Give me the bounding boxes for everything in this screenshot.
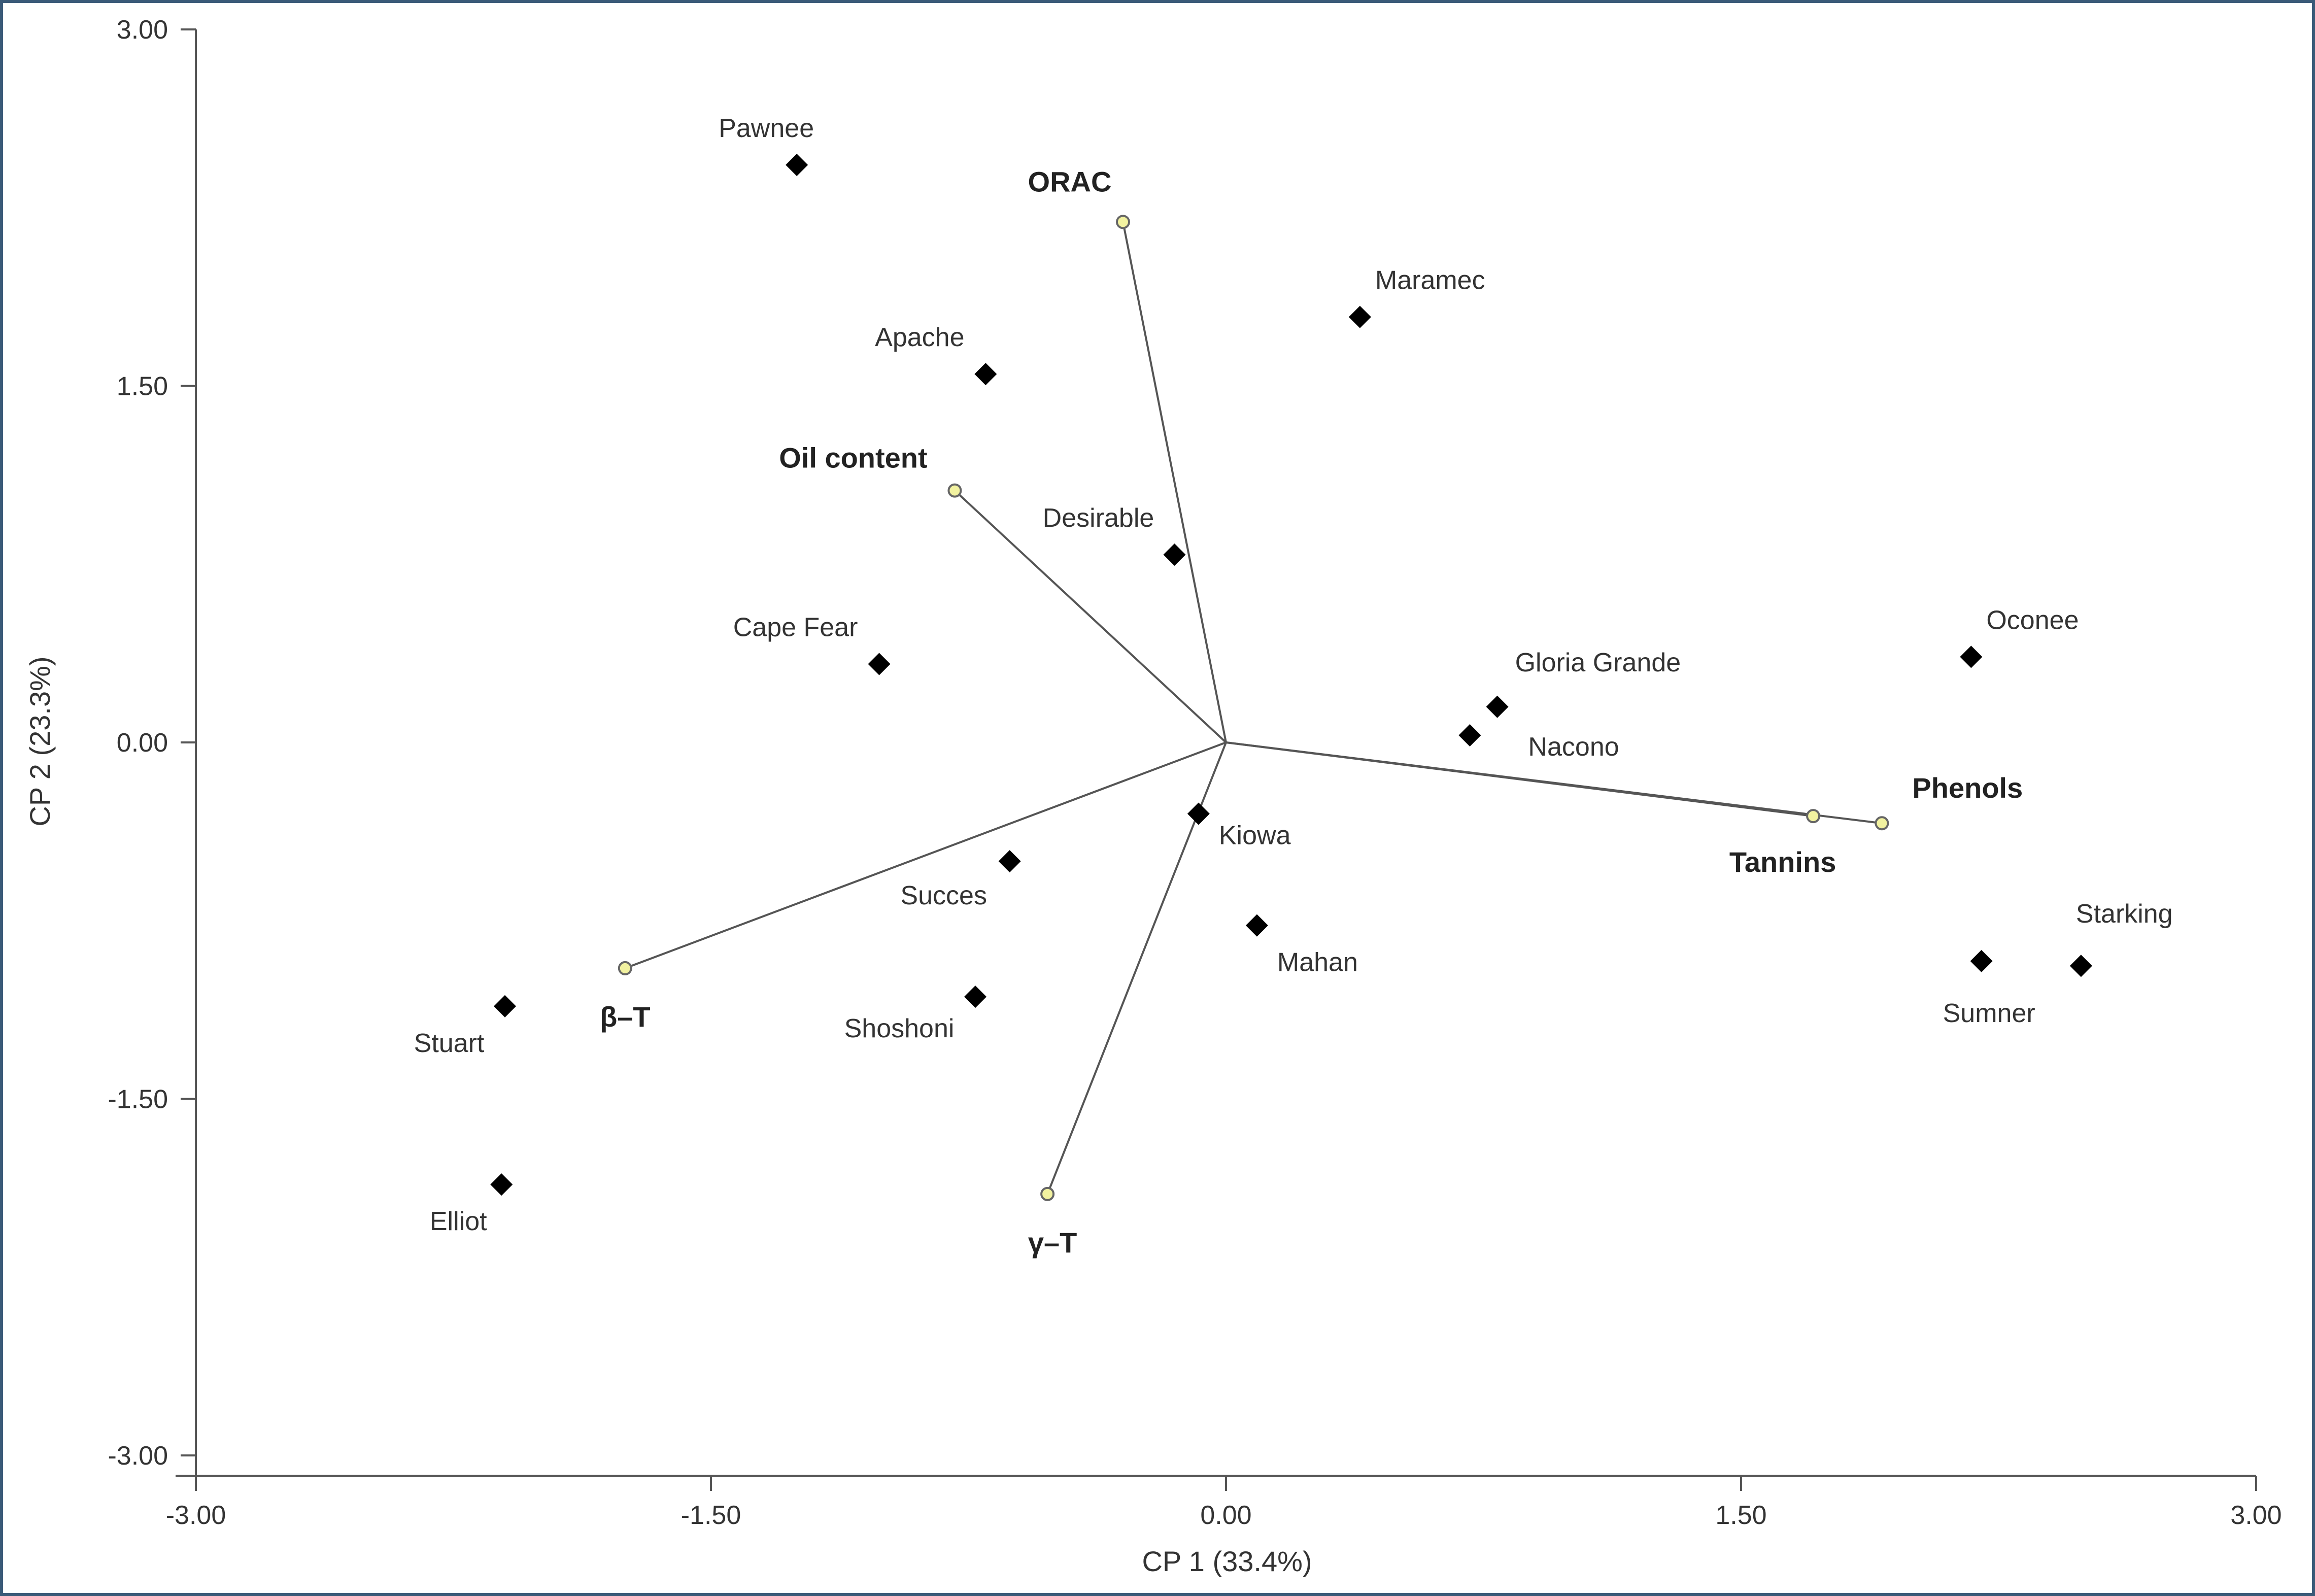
point-succes: [998, 850, 1021, 873]
x-tick-label: 0.00: [1200, 1501, 1251, 1530]
point-apache: [974, 363, 997, 386]
point-shoshoni: [964, 986, 987, 1008]
axes: -3.00 -1.50 0.00 1.50 3.00 3.00 1.50 0.00 -1.50 -…: [108, 15, 2282, 1530]
point-stuart: [494, 995, 516, 1017]
vector-label-phenols: Phenols: [1912, 772, 2023, 804]
point-label-sumner: Sumner: [1943, 999, 2035, 1028]
variable-vectors: ORAC Oil content Phenols Tannins β–T γ–T: [600, 165, 2023, 1258]
point-maramec: [1348, 305, 1371, 328]
point-oconee: [1960, 646, 1983, 668]
vector-end-phenols: [1875, 816, 1889, 831]
point-label-stuart: Stuart: [414, 1029, 485, 1058]
vector-label-oil-content: Oil content: [779, 442, 927, 474]
point-label-pawnee: Pawnee: [719, 114, 814, 143]
point-starking: [2069, 955, 2092, 977]
point-sumner: [1970, 949, 1993, 972]
point-label-nacono: Nacono: [1528, 732, 1619, 762]
point-label-starking: Starking: [2076, 899, 2173, 929]
x-axis-label: CP 1 (33.4%): [1142, 1545, 1312, 1577]
vector-end-tannins: [1806, 809, 1821, 824]
point-elliot: [490, 1173, 513, 1196]
point-mahan: [1245, 914, 1268, 937]
cultivar-points: Pawnee Maramec Apache Desirable Cape Fear Oco…: [414, 114, 2173, 1236]
vector-end-t: [1040, 1186, 1055, 1201]
x-tick-label: 3.00: [2230, 1501, 2282, 1530]
point-kiowa: [1187, 802, 1210, 825]
y-tick-label: -1.50: [108, 1085, 168, 1114]
x-tick-label: -1.50: [681, 1501, 741, 1530]
point-label-maramec: Maramec: [1375, 266, 1485, 295]
point-label-cape-fear: Cape Fear: [733, 613, 858, 642]
vector-line-orac: [1122, 221, 1227, 743]
vector-end-orac: [1116, 215, 1130, 229]
point-cape-fear: [868, 653, 891, 675]
y-tick-label: 3.00: [117, 15, 168, 45]
y-axis-label: CP 2 (23.3%): [24, 656, 56, 826]
vector-line-tannins: [1225, 741, 1814, 818]
point-gloria-grande: [1486, 695, 1509, 718]
biplot: -3.00 -1.50 0.00 1.50 3.00 3.00 1.50 0.00 -1.50 -…: [24, 15, 2282, 1577]
vector-label-tannins: Tannins: [1729, 846, 1836, 878]
vector-end-oil-content: [947, 483, 962, 498]
point-pawnee: [786, 153, 808, 176]
point-label-elliot: Elliot: [430, 1207, 487, 1236]
y-tick-label: 0.00: [117, 728, 168, 758]
vector-label-t: γ–T: [1028, 1227, 1077, 1259]
vector-end-t: [618, 961, 632, 975]
point-desirable: [1163, 544, 1186, 566]
point-label-mahan: Mahan: [1277, 948, 1358, 977]
vector-line-oil-content: [954, 490, 1227, 743]
vector-line-t: [625, 741, 1227, 969]
x-tick-label: -3.00: [166, 1501, 226, 1530]
vector-label-orac: ORAC: [1028, 165, 1112, 197]
y-tick-label: 1.50: [117, 372, 168, 401]
point-label-shoshoni: Shoshoni: [844, 1014, 955, 1043]
point-label-desirable: Desirable: [1043, 503, 1154, 533]
point-label-kiowa: Kiowa: [1219, 821, 1291, 851]
x-tick-label: 1.50: [1715, 1501, 1766, 1530]
y-tick-label: -3.00: [108, 1441, 168, 1471]
point-label-succes: Succes: [900, 881, 987, 910]
point-label-oconee: Oconee: [1986, 605, 2079, 635]
point-label-apache: Apache: [875, 323, 964, 352]
point-nacono: [1458, 724, 1481, 746]
point-label-gloria-grande: Gloria Grande: [1515, 648, 1681, 677]
vector-label-t: β–T: [600, 1001, 651, 1033]
